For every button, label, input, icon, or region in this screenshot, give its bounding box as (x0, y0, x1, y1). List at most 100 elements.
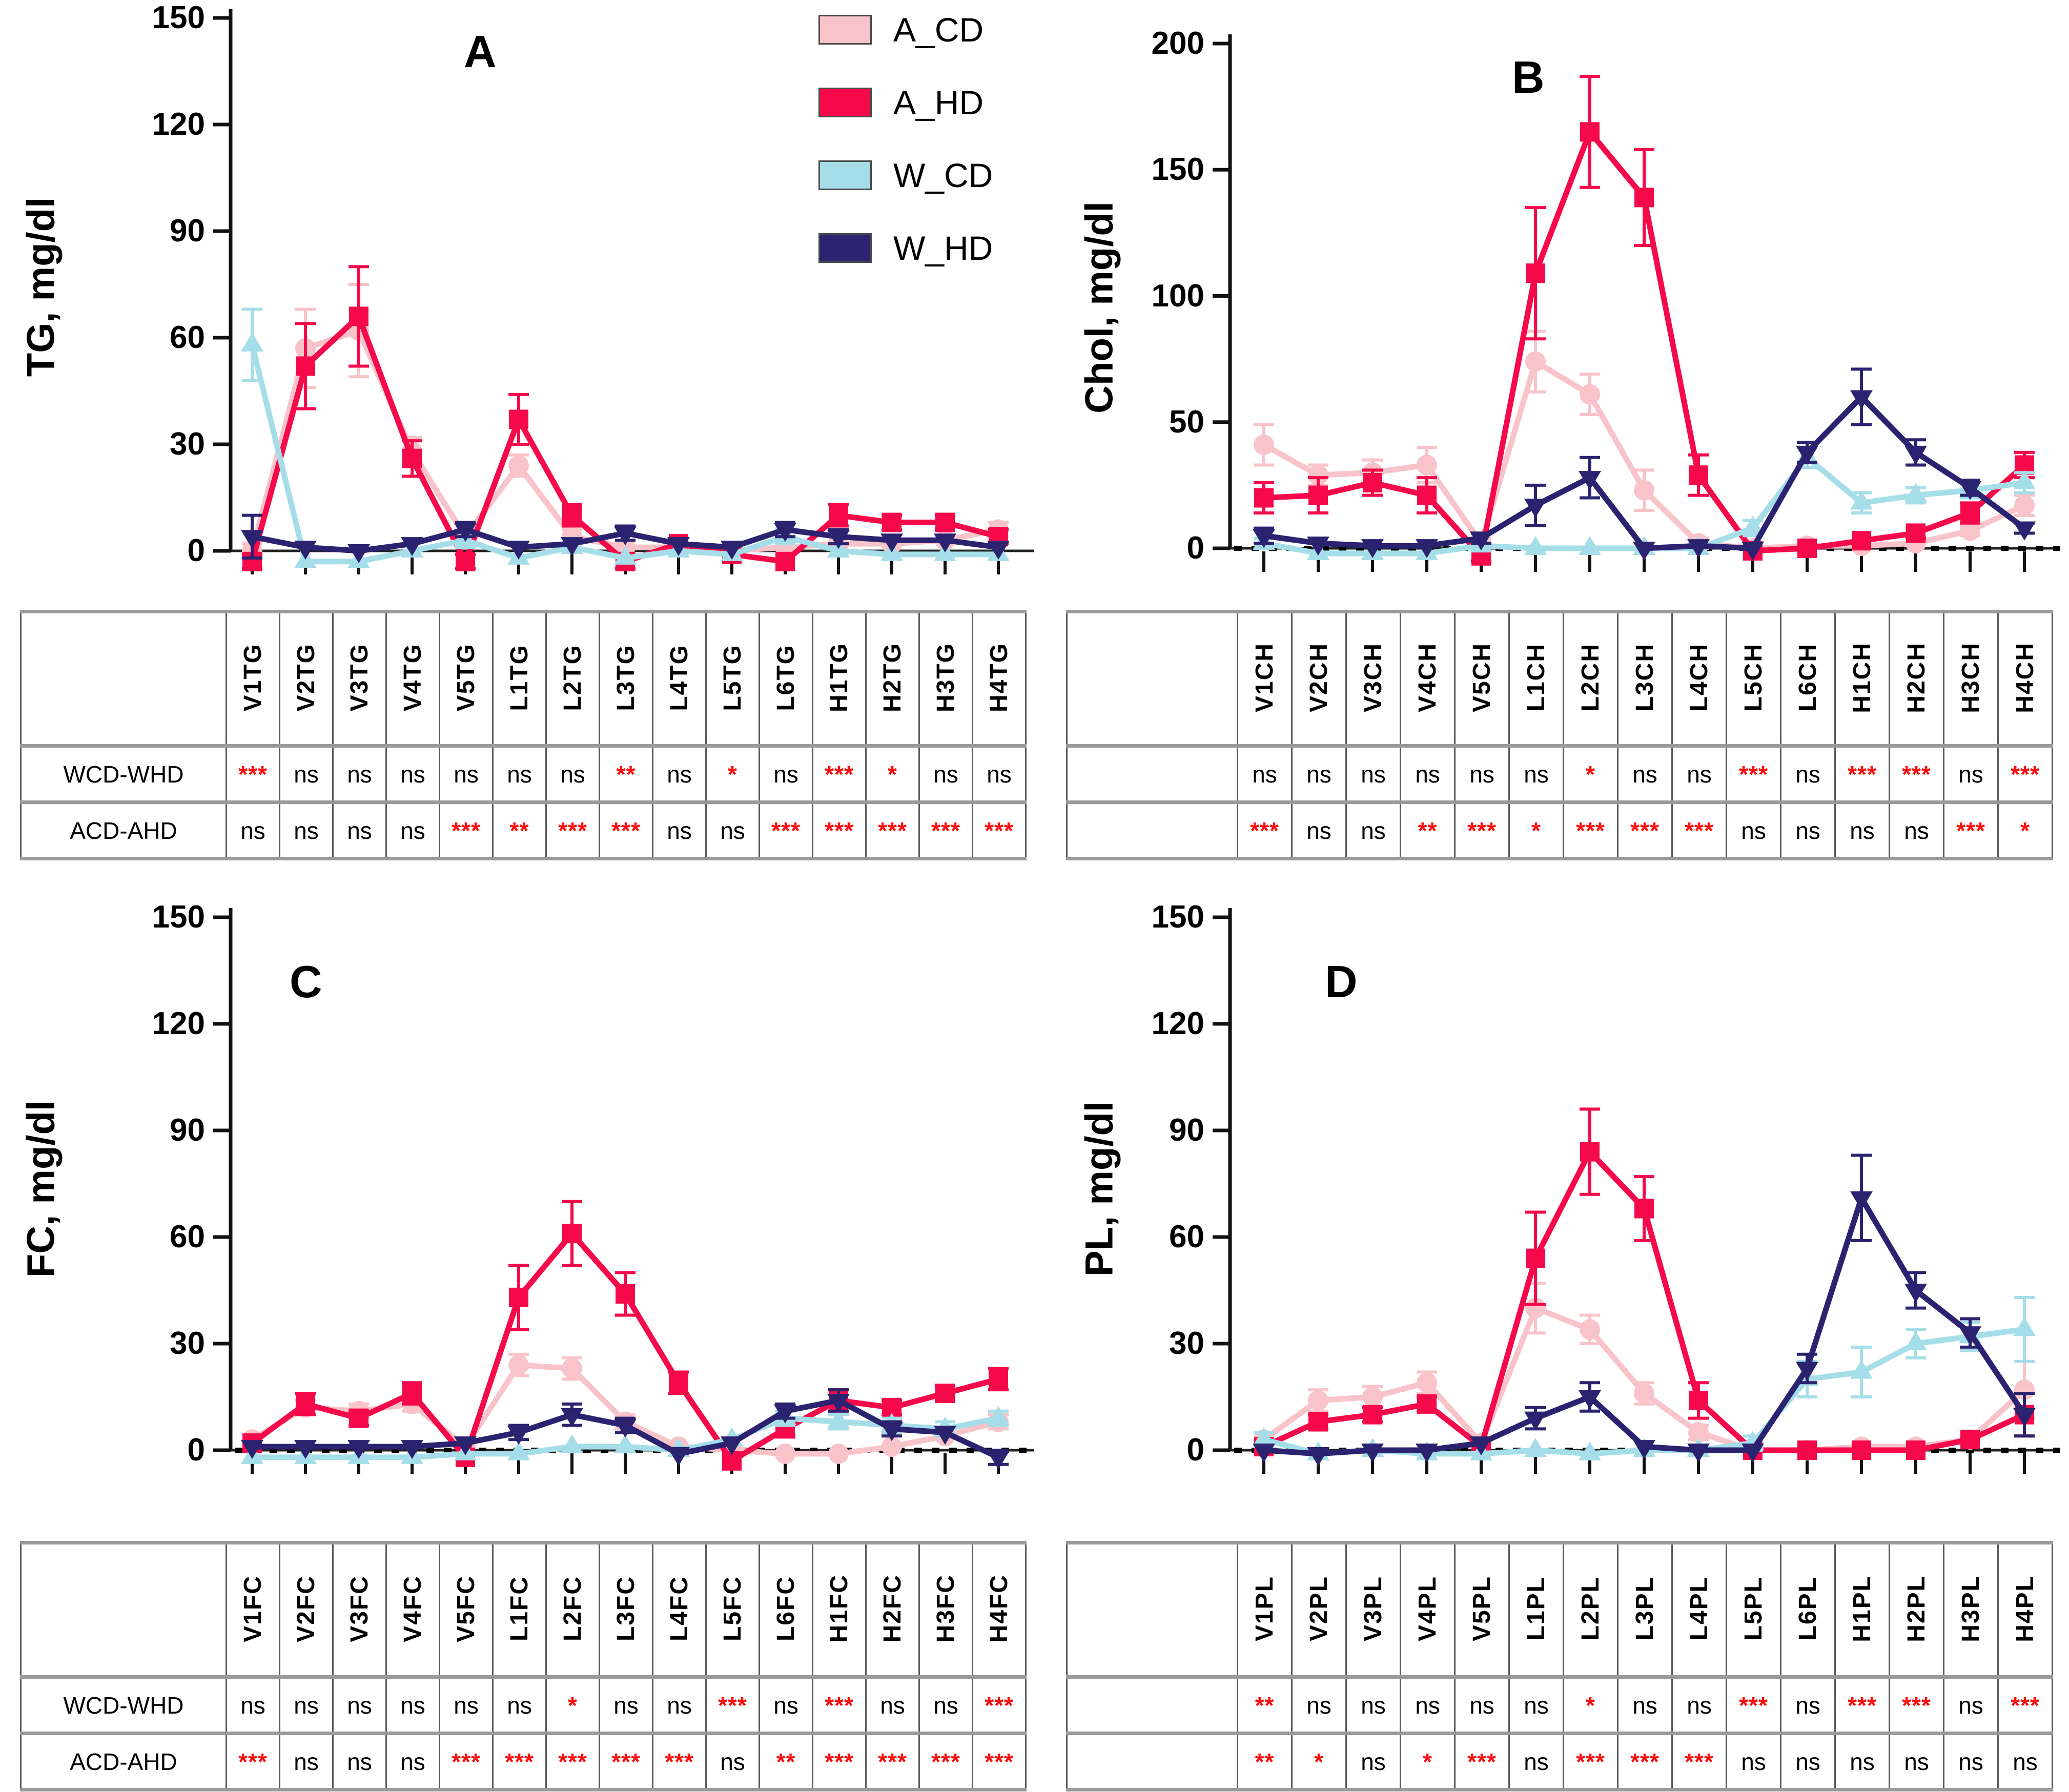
significance-cell: *** (545, 800, 600, 860)
category-header: L4FC (652, 1541, 707, 1679)
marker-A_HD (402, 1384, 422, 1404)
significance-cell: *** (492, 1732, 547, 1791)
significance-cell: ns (279, 1675, 334, 1735)
category-header: V2PL (1291, 1541, 1347, 1679)
marker-A_HD (402, 448, 422, 468)
marker-W_HD (880, 1422, 903, 1441)
marker-W_HD (1416, 539, 1438, 559)
category-header-label: L5TG (719, 644, 746, 711)
legend-label: A_CD (893, 11, 984, 49)
significance-cell: * (705, 744, 760, 804)
significance-cell: ns (1291, 800, 1347, 860)
panel-c-y-tick-label: 150 (152, 899, 205, 935)
significance-cell: *** (599, 800, 653, 860)
marker-W_HD (880, 533, 903, 553)
significance-cell: * (1400, 1732, 1456, 1791)
marker-A_HD (296, 356, 315, 376)
panel-d-chart (1213, 908, 2060, 1474)
marker-A_CD (508, 1354, 529, 1375)
panel-b-chart (1213, 34, 2060, 572)
significance-cell: ns (918, 1675, 973, 1735)
category-header: H1CH (1834, 610, 1890, 748)
significance-cell: ns (1780, 744, 1836, 804)
significance-cell: ns (1943, 1675, 1999, 1735)
marker-W_CD (987, 1406, 1010, 1425)
panel-b-series-A_HD (1254, 75, 2035, 566)
significance-cell: ns (1834, 800, 1890, 860)
marker-W_HD (347, 1440, 370, 1459)
marker-W_HD (667, 537, 690, 557)
marker-W_HD (721, 1436, 743, 1456)
category-header-label: H4PL (2011, 1575, 2039, 1642)
significance-cell: *** (1997, 1675, 2053, 1735)
marker-W_HD (1307, 1447, 1329, 1466)
marker-W_CD (561, 1434, 583, 1454)
category-header: H3PL (1943, 1541, 1999, 1679)
marker-W_CD (827, 1409, 850, 1429)
significance-cell: ns (545, 744, 600, 804)
marker-W_HD (1470, 1436, 1492, 1456)
significance-cell: ns (1400, 744, 1456, 804)
marker-A_HD (1852, 1440, 1871, 1460)
category-header-label: L1PL (1522, 1576, 1550, 1641)
legend-swatch (818, 233, 872, 263)
significance-cell: ns (1889, 1732, 1944, 1791)
category-header: H4TG (972, 610, 1027, 748)
legend-entry-w_hd: W_HD (818, 229, 993, 267)
significance-cell: ns (332, 744, 387, 804)
category-header: H4PL (1997, 1541, 2053, 1679)
significance-cell: ** (492, 800, 547, 860)
marker-A_HD (1634, 1199, 1654, 1219)
panel-d-letter: D (1325, 956, 1358, 1007)
category-header-label: V2CH (1305, 642, 1333, 713)
category-header-label: H3FC (932, 1574, 959, 1643)
significance-cell: ns (1345, 1675, 1401, 1735)
marker-W_HD (241, 530, 263, 549)
marker-A_HD (989, 1369, 1008, 1389)
marker-A_HD (509, 1287, 528, 1307)
category-header: L1FC (492, 1541, 547, 1679)
category-header-label: L3TG (612, 644, 640, 711)
marker-W_CD (1524, 536, 1547, 555)
marker-A_HD (1797, 539, 1817, 558)
significance-cell: ns (332, 1732, 387, 1791)
legend-entry-a_hd: A_HD (818, 84, 993, 121)
marker-A_HD (1689, 465, 1708, 485)
category-header: L1PL (1508, 1541, 1564, 1679)
panel-a-y-tick-label: 120 (152, 107, 205, 142)
significance-cell: ** (759, 1732, 813, 1791)
significance-cell: * (1563, 744, 1619, 804)
category-header-label: V4CH (1414, 642, 1441, 713)
marker-W_HD (1253, 529, 1275, 548)
category-header: V2FC (279, 1541, 334, 1679)
category-header: L5PL (1726, 1541, 1781, 1679)
significance-cell: * (1508, 800, 1564, 860)
marker-W_HD (934, 1426, 956, 1445)
panel-d-y-tick-label: 90 (1169, 1113, 1204, 1148)
marker-W_HD (1253, 1444, 1275, 1463)
panel-d-y-tick-label: 30 (1169, 1326, 1204, 1361)
significance-cell: *** (545, 1732, 600, 1791)
significance-cell: ns (652, 744, 707, 804)
panel-d-series-A_HD (1254, 1107, 2035, 1460)
category-header: V4FC (385, 1541, 440, 1679)
legend-entry-a_cd: A_CD (818, 11, 993, 49)
marker-W_HD (1904, 445, 1927, 465)
significance-cell: *** (652, 1732, 707, 1791)
marker-A_CD (562, 1358, 582, 1379)
marker-W_CD (1253, 1427, 1275, 1447)
marker-W_HD (1796, 1362, 1818, 1381)
marker-W_HD (721, 541, 743, 560)
table-corner-cell (20, 610, 227, 748)
marker-W_HD (1959, 1326, 1981, 1346)
marker-A_HD (829, 505, 848, 525)
marker-W_CD (1850, 490, 1873, 510)
category-header-label: L4CH (1685, 643, 1713, 712)
marker-A_HD (1960, 503, 1980, 523)
category-header-label: V4TG (399, 643, 426, 712)
significance-cell: ns (1780, 800, 1836, 860)
marker-W_HD (1579, 471, 1601, 490)
marker-A_CD (1417, 1372, 1437, 1393)
category-header-label: H4CH (2011, 642, 2039, 713)
comparison-row-label: ACD-AHD (20, 800, 227, 860)
